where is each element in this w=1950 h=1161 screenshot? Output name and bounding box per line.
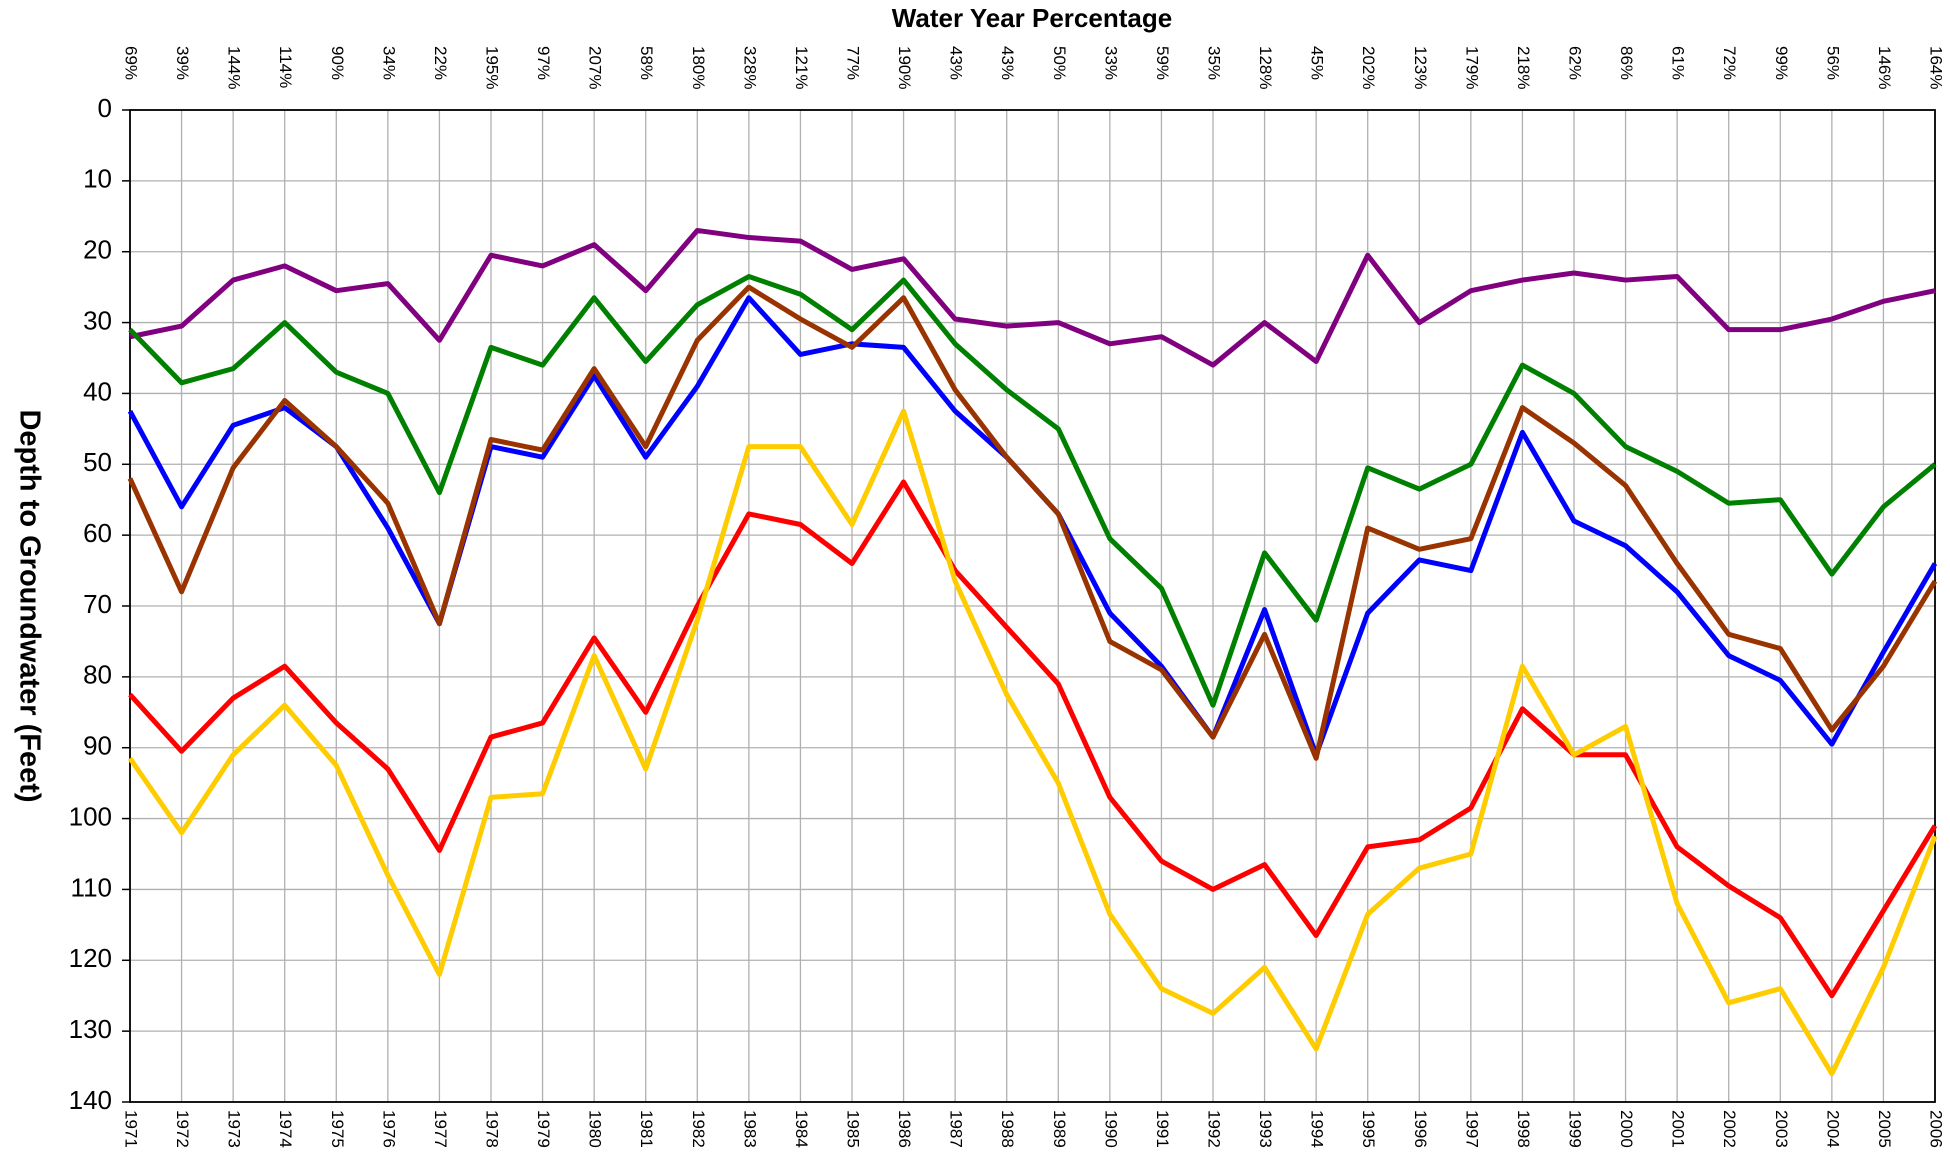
x-tick-label: 1972 [173,1110,192,1148]
x-tick-label: 1999 [1566,1110,1585,1148]
top-tick-label: 90% [328,46,347,80]
top-tick-label: 195% [483,46,502,89]
y-tick-label: 140 [69,1085,112,1115]
x-tick-label: 1975 [328,1110,347,1148]
top-tick-label: 43% [947,46,966,80]
y-tick-label: 30 [83,305,112,335]
x-tick-label: 1979 [534,1110,553,1148]
top-tick-label: 69% [122,46,141,80]
top-tick-label: 180% [689,46,708,89]
series-line [129,227,1936,368]
x-tick-label: 2004 [1823,1110,1842,1148]
x-tick-label: 2001 [1669,1110,1688,1148]
top-tick-label: 58% [637,46,656,80]
top-tick-label: 45% [1308,46,1327,80]
x-tick-label: 1997 [1462,1110,1481,1148]
x-tick-label: 1991 [1153,1110,1172,1148]
x-tick-label: 2003 [1772,1110,1791,1148]
top-tick-label: 164% [1927,46,1946,89]
top-tick-label: 43% [998,46,1017,80]
y-tick-label: 20 [83,235,112,265]
x-tick-label: 1978 [483,1110,502,1148]
x-tick-label: 1974 [276,1110,295,1148]
series-line [128,479,1938,999]
y-tick-label: 130 [69,1014,112,1044]
y-tick-label: 120 [69,943,112,973]
series-line [128,274,1937,708]
y-tick-label: 50 [83,447,112,477]
x-tick-label: 1985 [844,1110,863,1148]
top-tick-label: 218% [1514,46,1533,89]
x-tick-label: 1971 [122,1110,141,1148]
top-tick-label: 86% [1617,46,1636,80]
chart-title: Water Year Percentage [892,3,1172,33]
top-tick-label: 99% [1772,46,1791,80]
x-tick-label: 1983 [740,1110,759,1148]
x-tick-label: 1998 [1514,1110,1533,1148]
top-tick-label: 179% [1462,46,1481,89]
top-tick-label: 328% [740,46,759,89]
top-tick-label: 207% [586,46,605,89]
top-tick-label: 22% [431,46,450,80]
top-tick-label: 202% [1359,46,1378,89]
top-tick-label: 33% [1101,46,1120,80]
x-tick-label: 1995 [1359,1110,1378,1148]
y-tick-label: 90 [83,731,112,761]
x-tick-label: 1987 [947,1110,966,1148]
top-tick-label: 35% [1205,46,1224,80]
top-tick-label: 59% [1153,46,1172,80]
x-tick-label: 1981 [637,1110,656,1148]
top-tick-label: 50% [1050,46,1069,80]
x-tick-label: 1976 [379,1110,398,1148]
top-tick-label: 34% [379,46,398,80]
x-tick-label: 2000 [1617,1110,1636,1148]
y-axis-title: Depth to Groundwater (Feet) [13,409,45,802]
top-tick-label: 62% [1566,46,1585,80]
top-tick-label: 61% [1669,46,1688,80]
top-tick-label: 190% [895,46,914,89]
x-tick-label: 1989 [1050,1110,1069,1148]
y-tick-label: 70 [83,589,112,619]
top-tick-label: 144% [225,46,244,89]
top-tick-label: 146% [1875,46,1894,89]
top-tick-label: 72% [1720,46,1739,80]
x-tick-label: 1977 [431,1110,450,1148]
x-tick-label: 1992 [1205,1110,1224,1148]
y-tick-label: 110 [71,872,112,902]
x-tick-label: 1993 [1256,1110,1275,1148]
series-line [127,284,1938,761]
x-tick-label: 1982 [689,1110,708,1148]
y-tick-label: 10 [83,164,112,194]
y-tick-label: 40 [83,376,112,406]
x-tick-label: 1988 [998,1110,1017,1148]
x-tick-label: 1986 [895,1110,914,1148]
plot-frame [129,109,1936,1103]
top-tick-label: 114% [276,46,295,88]
x-tick-label: 1980 [586,1110,605,1148]
top-tick-label: 123% [1411,46,1430,89]
y-tick-label: 0 [98,93,112,123]
x-tick-label: 2006 [1927,1110,1946,1148]
top-tick-label: 128% [1256,46,1275,89]
x-tick-label: 2005 [1875,1110,1894,1148]
x-tick-label: 1984 [792,1110,811,1148]
top-tick-label: 97% [534,46,553,80]
y-tick-label: 100 [69,801,112,831]
top-tick-label: 121% [792,46,811,89]
y-tick-label: 60 [83,518,112,548]
x-tick-label: 2002 [1720,1110,1739,1148]
top-tick-label: 39% [173,46,192,80]
top-tick-label: 56% [1823,46,1842,80]
series-line [127,408,1938,1077]
x-tick-label: 1973 [225,1110,244,1148]
x-tick-label: 1990 [1101,1110,1120,1148]
x-tick-label: 1994 [1308,1110,1327,1148]
top-tick-label: 77% [844,46,863,80]
series-line [127,295,1938,758]
x-tick-label: 1996 [1411,1110,1430,1148]
y-tick-label: 80 [83,660,112,690]
